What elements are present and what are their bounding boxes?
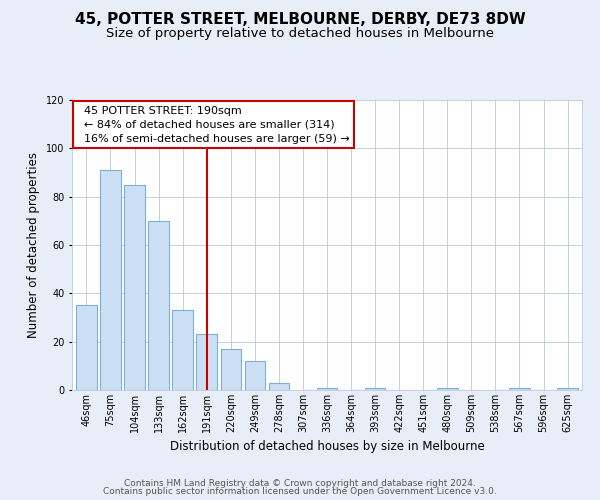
Text: Size of property relative to detached houses in Melbourne: Size of property relative to detached ho… [106,28,494,40]
Bar [365,388,385,390]
Bar [269,383,289,390]
Bar [196,334,217,390]
Text: 45 POTTER STREET: 190sqm
  ← 84% of detached houses are smaller (314)
  16% of s: 45 POTTER STREET: 190sqm ← 84% of detach… [77,106,350,144]
Text: Contains HM Land Registry data © Crown copyright and database right 2024.: Contains HM Land Registry data © Crown c… [124,478,476,488]
Bar [148,221,169,390]
Text: Contains public sector information licensed under the Open Government Licence v3: Contains public sector information licen… [103,487,497,496]
Bar [437,388,458,390]
Bar [509,388,530,390]
Bar [557,388,578,390]
Text: 45, POTTER STREET, MELBOURNE, DERBY, DE73 8DW: 45, POTTER STREET, MELBOURNE, DERBY, DE7… [74,12,526,28]
Bar [172,310,193,390]
Bar [245,361,265,390]
Bar [221,349,241,390]
Bar [124,184,145,390]
Y-axis label: Number of detached properties: Number of detached properties [28,152,40,338]
Bar [76,306,97,390]
Bar [317,388,337,390]
Bar [100,170,121,390]
X-axis label: Distribution of detached houses by size in Melbourne: Distribution of detached houses by size … [170,440,484,454]
